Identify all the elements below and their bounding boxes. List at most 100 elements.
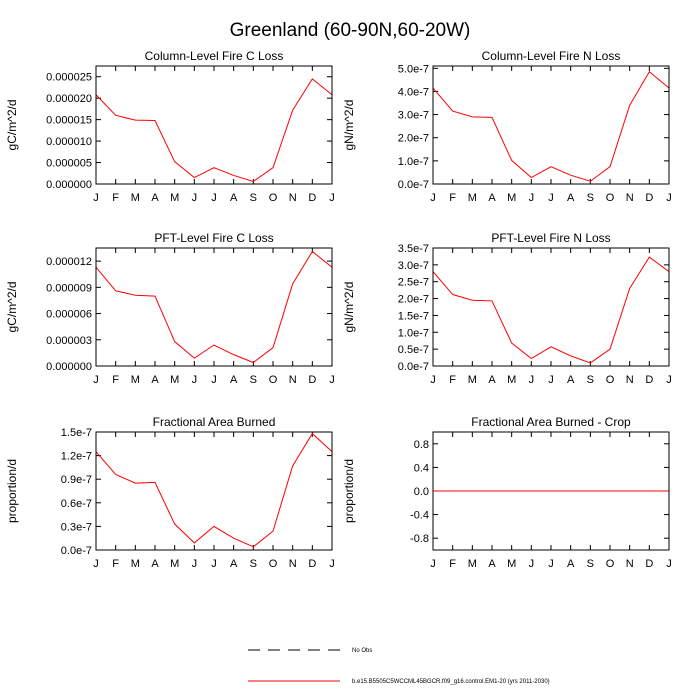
y-tick-label: 0.8 xyxy=(414,439,429,451)
plot-frame xyxy=(432,247,670,367)
y-tick-label: 0.000010 xyxy=(46,136,92,148)
x-tick-label: J xyxy=(666,374,672,386)
x-tick-label: A xyxy=(230,192,238,204)
chart-title: Fractional Area Burned xyxy=(153,415,276,429)
x-tick-label: O xyxy=(269,374,278,386)
y-tick-label: 0.3e-7 xyxy=(61,521,92,533)
y-tick-label: 1.0e-7 xyxy=(398,327,429,339)
x-tick-label: J xyxy=(211,374,217,386)
plot-frame xyxy=(432,431,670,551)
chart-title: Column-Level Fire C Loss xyxy=(145,49,284,63)
chart-panel-2: Column-Level Fire N Loss gN/m^2/d 0.0e-7 1.… xyxy=(342,49,672,204)
y-tick-label: 2.0e-7 xyxy=(398,294,429,306)
x-tick-label: O xyxy=(606,558,615,570)
y-tick-label: 0.000020 xyxy=(46,93,92,105)
plot-frame xyxy=(95,65,333,185)
x-tick-label: J xyxy=(211,558,217,570)
x-tick-label: N xyxy=(289,374,297,386)
chart-title: Fractional Area Burned - Crop xyxy=(471,415,631,429)
y-tick-label: 1.2e-7 xyxy=(61,451,92,463)
x-tick-label: J xyxy=(666,192,672,204)
plot-frame xyxy=(95,247,333,367)
y-tick-label: 1.5e-7 xyxy=(398,310,429,322)
y-tick-label: 0.0 xyxy=(414,486,429,498)
x-tick-label: O xyxy=(606,374,615,386)
x-tick-label: M xyxy=(131,192,140,204)
y-tick-label: 0.6e-7 xyxy=(61,498,92,510)
x-tick-label: J xyxy=(548,374,554,386)
x-tick-label: N xyxy=(289,558,297,570)
x-tick-label: N xyxy=(289,192,297,204)
series-line-model xyxy=(95,432,333,548)
y-tick-label: 0.000006 xyxy=(46,309,92,321)
chart-panel-3: PFT-Level Fire C Loss gC/m^2/d 0.000000 0.0… xyxy=(5,231,335,386)
x-tick-label: N xyxy=(626,192,634,204)
x-tick-label: D xyxy=(308,374,316,386)
x-tick-label: A xyxy=(151,558,159,570)
x-tick-label: J xyxy=(192,558,198,570)
x-tick-label: J xyxy=(548,558,554,570)
y-tick-label: 0.4 xyxy=(414,462,429,474)
x-tick-label: S xyxy=(587,374,594,386)
x-tick-label: M xyxy=(468,192,477,204)
x-tick-label: A xyxy=(151,374,159,386)
x-tick-label: J xyxy=(529,374,535,386)
x-tick-label: A xyxy=(488,374,496,386)
x-tick-label: J xyxy=(430,558,436,570)
series-line-model xyxy=(432,256,670,364)
y-axis-label: proportion/d xyxy=(342,459,356,523)
x-tick-label: J xyxy=(329,558,335,570)
y-tick-label: 0.0e-7 xyxy=(398,361,429,373)
chart-title: PFT-Level Fire C Loss xyxy=(154,231,273,245)
chart-panel-5: Fractional Area Burned proportion/d 0.0e-7… xyxy=(5,415,335,570)
x-tick-label: M xyxy=(170,192,179,204)
x-tick-label: A xyxy=(567,558,575,570)
chart-panel-1: Column-Level Fire C Loss gC/m^2/d 0.000000… xyxy=(5,49,335,204)
x-tick-label: F xyxy=(449,192,456,204)
x-tick-label: J xyxy=(329,192,335,204)
x-tick-label: M xyxy=(507,192,516,204)
y-axis-label: gC/m^2/d xyxy=(5,282,19,333)
x-tick-label: J xyxy=(529,192,535,204)
plot-frame xyxy=(95,431,333,551)
x-tick-label: J xyxy=(192,192,198,204)
x-tick-label: M xyxy=(131,558,140,570)
y-tick-label: 0.000025 xyxy=(46,72,92,84)
series-line-model xyxy=(95,250,333,364)
x-tick-label: J xyxy=(430,374,436,386)
x-tick-label: A xyxy=(230,558,238,570)
y-tick-label: 0.0e-7 xyxy=(61,545,92,557)
x-tick-label: J xyxy=(93,192,99,204)
y-axis-label: gN/m^2/d xyxy=(342,100,356,151)
x-tick-label: J xyxy=(666,558,672,570)
x-tick-label: J xyxy=(329,374,335,386)
x-tick-label: M xyxy=(507,558,516,570)
y-tick-label: 0.000005 xyxy=(46,158,92,170)
series-line-model xyxy=(95,78,333,182)
x-tick-label: D xyxy=(645,558,653,570)
legend-model-label: b.e15.B5505C5WCCML45BGCR.f09_g16.control… xyxy=(352,679,550,685)
x-tick-label: F xyxy=(449,374,456,386)
x-tick-label: O xyxy=(269,192,278,204)
x-tick-label: M xyxy=(468,558,477,570)
x-tick-label: A xyxy=(488,558,496,570)
series-line-model xyxy=(432,71,670,182)
y-tick-label: 0.9e-7 xyxy=(61,474,92,486)
x-tick-label: M xyxy=(468,374,477,386)
x-tick-label: J xyxy=(211,192,217,204)
x-tick-label: D xyxy=(308,558,316,570)
y-tick-label: 3.0e-7 xyxy=(398,110,429,122)
x-tick-label: D xyxy=(645,374,653,386)
chart-panels: Column-Level Fire C Loss gC/m^2/d 0.000000… xyxy=(5,49,672,570)
y-tick-label: 2.5e-7 xyxy=(398,277,429,289)
x-tick-label: M xyxy=(131,374,140,386)
legend: No Obs b.e15.B5505C5WCCML45BGCR.f09_g16.… xyxy=(248,648,550,685)
chart-panel-6: Fractional Area Burned - Crop proportion/… xyxy=(342,415,672,570)
y-axis-label: gC/m^2/d xyxy=(5,100,19,151)
x-tick-label: J xyxy=(93,374,99,386)
x-tick-label: N xyxy=(626,374,634,386)
x-tick-label: F xyxy=(112,192,119,204)
x-tick-label: J xyxy=(529,558,535,570)
y-tick-label: 5.0e-7 xyxy=(398,63,429,75)
